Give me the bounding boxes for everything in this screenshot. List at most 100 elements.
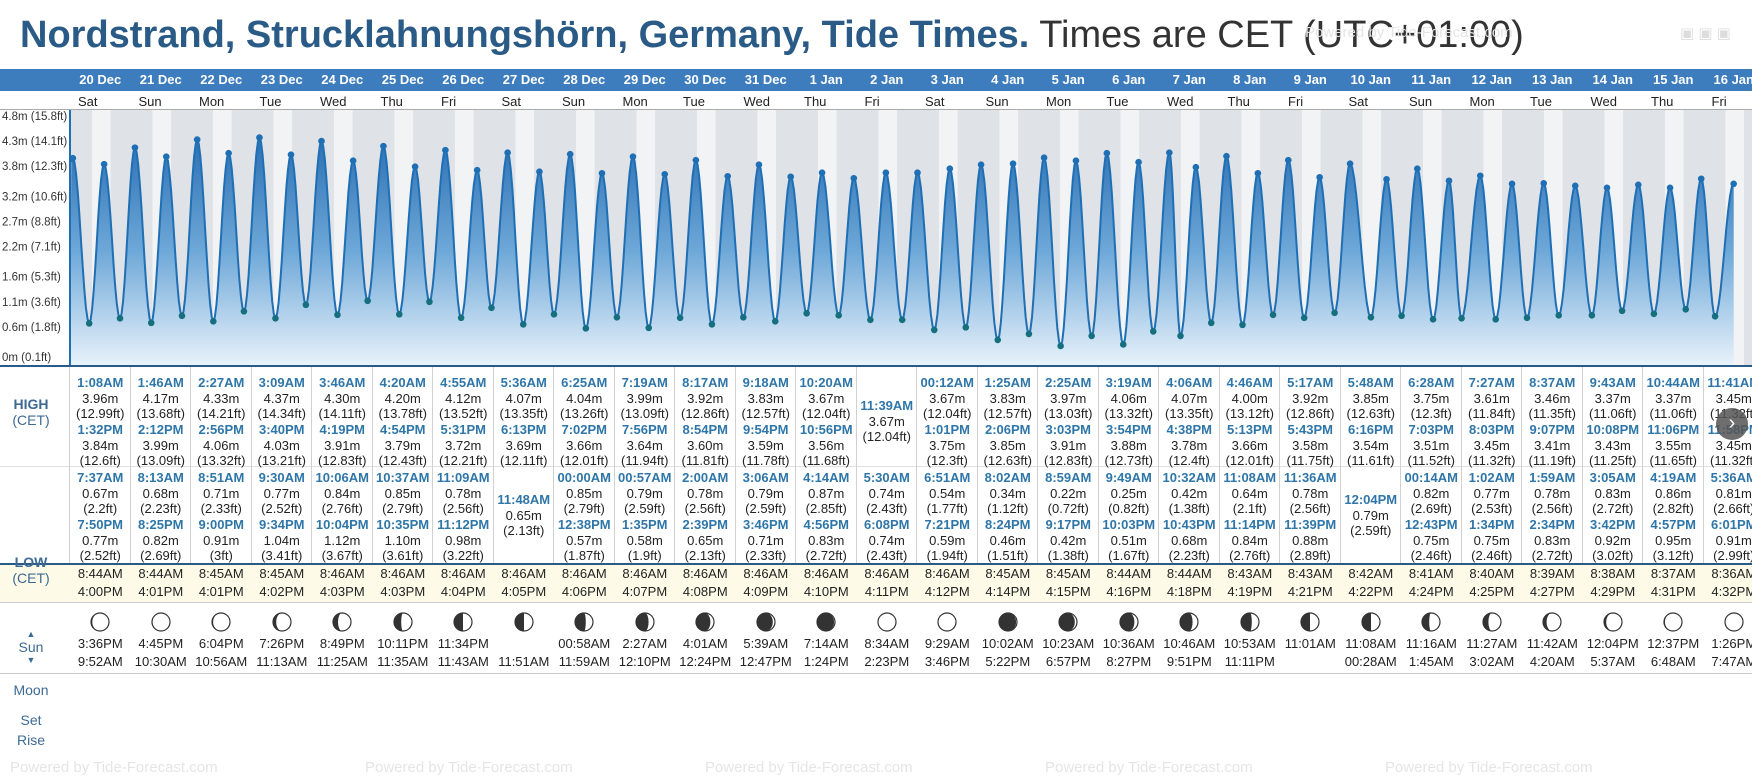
l1-tide[interactable]: 9:49AM 0.25m (0.82ft)	[1099, 470, 1160, 518]
h2-tide[interactable]: 1:32PM 3.84m (12.6ft)	[70, 422, 131, 470]
l1-tide[interactable]: 5:30AM 0.74m (2.43ft)	[857, 470, 918, 518]
h2-tide[interactable]: 4:38PM 3.78m (12.4ft)	[1159, 422, 1220, 470]
low-tide-point[interactable]	[1711, 313, 1719, 320]
low-tide-point[interactable]	[1682, 306, 1690, 313]
high-tide-point[interactable]	[1316, 173, 1323, 181]
l1-tide[interactable]: 00:57AM 0.79m (2.59ft)	[615, 470, 676, 518]
l2-tide[interactable]: 9:00PM 0.91m (3ft)	[191, 517, 252, 565]
h2-tide[interactable]: 11:06PM 3.55m (11.65ft)	[1643, 422, 1704, 470]
high-tide-point[interactable]	[946, 165, 954, 173]
l1-tide[interactable]: 3:06AM 0.79m (2.59ft)	[736, 470, 797, 518]
high-tide-point[interactable]	[225, 149, 232, 157]
h2-tide[interactable]: 2:06PM 3.85m (12.63ft)	[978, 422, 1039, 470]
low-tide-point[interactable]	[426, 298, 433, 306]
low-tide-point[interactable]	[930, 326, 938, 334]
l2-tide[interactable]: 9:34PM 1.04m (3.41ft)	[252, 517, 313, 565]
low-tide-point[interactable]	[1057, 342, 1064, 350]
l1-tide[interactable]: 11:48AM 0.65m (2.13ft)	[494, 492, 555, 540]
l1-tide[interactable]: 8:02AM 0.34m (1.12ft)	[978, 470, 1039, 518]
high-tide-point[interactable]	[724, 172, 731, 180]
l1-tide[interactable]: 7:37AM 0.67m (2.2ft)	[70, 470, 131, 518]
h1-tide[interactable]: 4:46AM 4.00m (13.12ft)	[1220, 375, 1281, 423]
l1-tide[interactable]: 11:09AM 0.78m (2.56ft)	[433, 470, 494, 518]
high-tide-point[interactable]	[1730, 180, 1737, 188]
low-tide-point[interactable]	[898, 316, 906, 324]
low-tide-point[interactable]	[1398, 312, 1405, 320]
l2-tide[interactable]: 2:39PM 0.65m (2.13ft)	[675, 517, 736, 565]
low-tide-point[interactable]	[395, 311, 403, 318]
l2-tide[interactable]: 6:08PM 0.74m (2.43ft)	[857, 517, 918, 565]
high-tide-point[interactable]	[850, 174, 858, 182]
l1-tide[interactable]: 4:14AM 0.87m (2.85ft)	[796, 470, 857, 518]
high-tide-point[interactable]	[692, 156, 700, 164]
low-tide-point[interactable]	[676, 314, 684, 322]
high-tide-point[interactable]	[162, 153, 170, 160]
l2-tide[interactable]: 10:04PM 1.12m (3.67ft)	[312, 517, 373, 565]
h1-tide[interactable]: 3:46AM 4.30m (14.11ft)	[312, 375, 373, 423]
h1-tide[interactable]: 3:09AM 4.37m (14.34ft)	[252, 375, 313, 423]
low-tide-point[interactable]	[85, 320, 93, 327]
high-tide-point[interactable]	[1445, 177, 1453, 185]
h2-tide[interactable]: 2:56PM 4.06m (13.32ft)	[191, 422, 252, 470]
l2-tide[interactable]: 4:56PM 0.83m (2.72ft)	[796, 517, 857, 565]
high-tide-point[interactable]	[755, 161, 763, 169]
low-tide-point[interactable]	[1269, 311, 1277, 319]
l1-tide[interactable]: 9:30AM 0.77m (2.52ft)	[252, 470, 313, 518]
high-tide-point[interactable]	[818, 169, 826, 177]
l1-tide[interactable]: 8:59AM 0.22m (0.72ft)	[1038, 470, 1099, 518]
low-tide-point[interactable]	[1331, 309, 1338, 317]
high-tide-point[interactable]	[1697, 175, 1705, 183]
l2-tide[interactable]: 11:14PM 0.84m (2.76ft)	[1220, 517, 1281, 565]
h2-tide[interactable]: 11:39AM 3.67m (12.04ft)	[857, 398, 918, 446]
low-tide-point[interactable]	[1119, 341, 1127, 348]
low-tide-point[interactable]	[519, 321, 527, 328]
low-tide-point[interactable]	[147, 319, 155, 327]
high-tide-point[interactable]	[69, 154, 77, 162]
high-tide-point[interactable]	[914, 169, 921, 177]
low-tide-point[interactable]	[1025, 330, 1033, 338]
h1-tide[interactable]: 7:27AM 3.61m (11.84ft)	[1462, 375, 1523, 423]
low-tide-point[interactable]	[178, 312, 186, 320]
low-tide-point[interactable]	[457, 314, 465, 322]
high-tide-point[interactable]	[1540, 179, 1548, 187]
low-tide-point[interactable]	[835, 312, 842, 319]
h2-tide[interactable]: 1:01PM 3.75m (12.3ft)	[917, 422, 978, 470]
l2-tide[interactable]: 4:57PM 0.95m (3.12ft)	[1643, 517, 1704, 565]
l1-tide[interactable]: 00:14AM 0.82m (2.69ft)	[1401, 470, 1462, 518]
l2-tide[interactable]: 12:43PM 0.75m (2.46ft)	[1401, 517, 1462, 565]
high-tide-point[interactable]	[411, 163, 419, 171]
h1-tide[interactable]: 2:25AM 3.97m (13.03ft)	[1038, 375, 1099, 423]
high-tide-point[interactable]	[1414, 165, 1421, 173]
high-tide-point[interactable]	[536, 168, 543, 176]
low-tide-point[interactable]	[803, 310, 810, 317]
l1-tide[interactable]: 1:02AM 0.77m (2.53ft)	[1462, 470, 1523, 518]
high-tide-point[interactable]	[473, 166, 481, 174]
h2-tide[interactable]: 7:03PM 3.51m (11.52ft)	[1401, 422, 1462, 470]
high-tide-point[interactable]	[193, 136, 201, 143]
low-tide-point[interactable]	[240, 308, 248, 315]
h1-tide[interactable]: 8:37AM 3.46m (11.35ft)	[1522, 375, 1583, 423]
h2-tide[interactable]: 5:31PM 3.72m (12.21ft)	[433, 422, 494, 470]
high-tide-point[interactable]	[1603, 184, 1611, 192]
h1-tide[interactable]: 1:46AM 4.17m (13.68ft)	[131, 375, 192, 423]
high-tide-point[interactable]	[787, 173, 795, 181]
h1-tide[interactable]: 5:17AM 3.92m (12.86ft)	[1280, 375, 1341, 423]
high-tide-point[interactable]	[1009, 160, 1017, 167]
low-tide-point[interactable]	[302, 301, 310, 309]
low-tide-point[interactable]	[1650, 310, 1658, 318]
low-tide-point[interactable]	[210, 318, 217, 325]
h1-tide[interactable]: 10:44AM 3.37m (11.06ft)	[1643, 375, 1704, 423]
l2-tide[interactable]: 10:43PM 0.68m (2.23ft)	[1159, 517, 1220, 565]
l2-tide[interactable]: 7:21PM 0.59m (1.94ft)	[917, 517, 978, 565]
h1-tide[interactable]: 1:08AM 3.96m (12.99ft)	[70, 375, 131, 423]
high-tide-point[interactable]	[977, 161, 985, 169]
high-tide-point[interactable]	[1383, 175, 1390, 183]
h2-tide[interactable]: 10:08PM 3.43m (11.25ft)	[1583, 422, 1644, 470]
l2-tide[interactable]: 1:34PM 0.75m (2.46ft)	[1462, 517, 1523, 565]
low-tide-point[interactable]	[1367, 314, 1375, 321]
high-tide-point[interactable]	[100, 160, 108, 168]
low-tide-point[interactable]	[1239, 321, 1246, 329]
h2-tide[interactable]: 3:54PM 3.88m (12.73ft)	[1099, 422, 1160, 470]
high-tide-point[interactable]	[1666, 184, 1674, 192]
high-tide-point[interactable]	[1634, 181, 1642, 189]
